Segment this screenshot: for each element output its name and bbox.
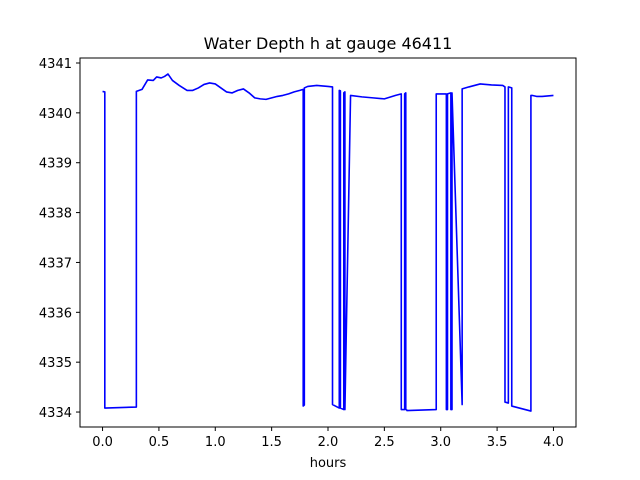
y-tick-label: 4336 bbox=[39, 306, 72, 321]
x-tick-label: 3.0 bbox=[430, 435, 451, 450]
x-tick-label: 3.5 bbox=[487, 435, 508, 450]
series-line-1 bbox=[102, 73, 554, 412]
y-tick-label: 4335 bbox=[39, 356, 72, 371]
x-axis-ticks: 0.0 0.5 1.0 1.5 2.0 2.5 3.0 3.5 4.0 bbox=[92, 427, 564, 450]
x-tick-label: 1.5 bbox=[261, 435, 282, 450]
y-tick-label: 4337 bbox=[39, 256, 72, 271]
plot-area bbox=[79, 57, 577, 428]
y-tick-label: 4340 bbox=[39, 107, 72, 122]
x-tick-label: 1.0 bbox=[205, 435, 226, 450]
y-axis-ticks: 4334 4335 4336 4337 4338 4339 4340 4341 bbox=[39, 57, 80, 421]
x-tick-label: 0.5 bbox=[149, 435, 170, 450]
plot-frame bbox=[79, 57, 577, 428]
x-tick-label: 2.0 bbox=[318, 435, 339, 450]
x-tick-label: 0.0 bbox=[92, 435, 113, 450]
y-tick-label: 4334 bbox=[39, 406, 72, 421]
x-tick-label: 4.0 bbox=[543, 435, 564, 450]
series-layer bbox=[102, 73, 554, 412]
x-axis-label: hours bbox=[310, 456, 347, 471]
x-tick-label: 2.5 bbox=[374, 435, 395, 450]
chart-title: Water Depth h at gauge 46411 bbox=[204, 34, 453, 53]
y-tick-label: 4341 bbox=[39, 57, 72, 72]
y-tick-label: 4339 bbox=[39, 157, 72, 172]
y-tick-label: 4338 bbox=[39, 207, 72, 222]
